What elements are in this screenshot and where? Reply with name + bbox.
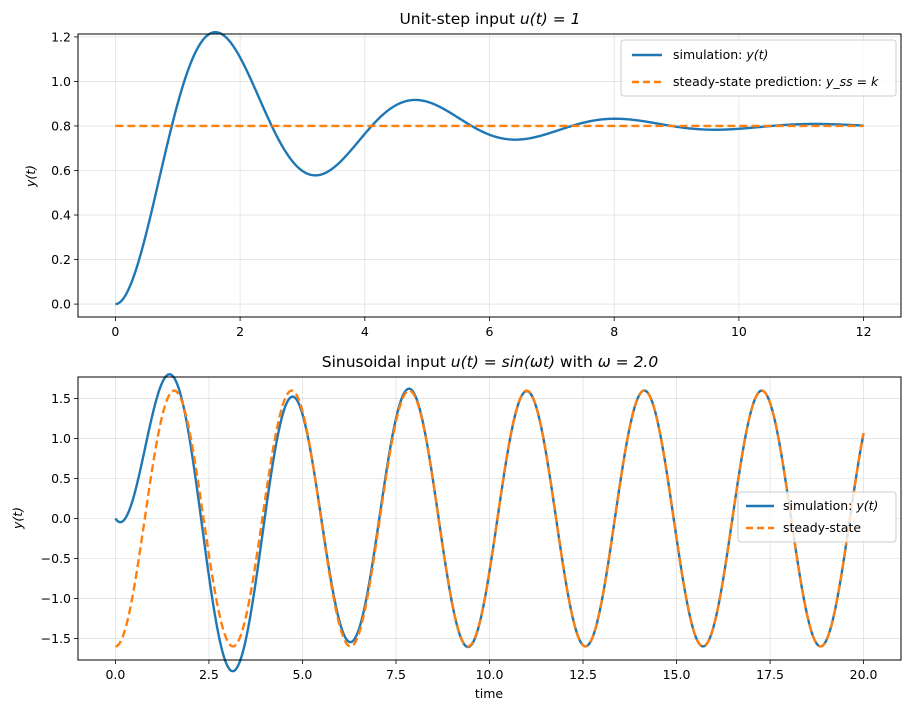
- y-tick-label: −1.5: [41, 631, 71, 646]
- y-tick-label: 0.5: [51, 471, 71, 486]
- y-tick-label: 1.2: [51, 29, 71, 44]
- x-tick-label: 10.0: [476, 667, 504, 682]
- x-tick-label: 0: [111, 324, 119, 339]
- x-axis-ticks: 0 2 4 6 8 10 12: [111, 317, 872, 339]
- x-tick-label: 4: [361, 324, 369, 339]
- plot-lines: [115, 30, 864, 306]
- legend-label-simulation: simulation: y(t): [673, 47, 768, 62]
- y-tick-label: −1.0: [41, 591, 71, 606]
- series-line-simulation: [115, 30, 864, 306]
- x-tick-label: 2.5: [199, 667, 219, 682]
- x-tick-label: 7.5: [386, 667, 406, 682]
- x-tick-label: 10: [731, 324, 747, 339]
- legend: simulation: y(t) steady-state prediction…: [620, 39, 897, 97]
- chart-title: Unit-step input u(t) = 1: [399, 10, 580, 28]
- chart-step-response: Unit-step input u(t) = 1 0 2 4 6 8 10 12 0.00.…: [23, 10, 902, 339]
- x-tick-label: 12: [856, 324, 872, 339]
- y-axis-label: y(t): [23, 165, 38, 188]
- y-tick-label: −0.5: [41, 551, 71, 566]
- y-axis-ticks: 0.0 0.2 0.4 0.6 0.8 1.0 1.2: [51, 29, 78, 312]
- plot-lines: [114, 373, 865, 673]
- x-tick-label: 8: [610, 324, 618, 339]
- y-axis-ticks: −1.5 −1.0 −0.5 0.0 0.5 1.0 1.5: [41, 391, 78, 646]
- legend-box: [737, 491, 897, 543]
- x-tick-label: 2: [236, 324, 244, 339]
- chart-sinusoidal-response: Sinusoidal input u(t) = sin(ωt) with ω =…: [10, 353, 902, 701]
- y-tick-label: 0.2: [51, 252, 71, 267]
- x-tick-label: 0.0: [105, 667, 125, 682]
- legend-box: [620, 39, 897, 97]
- x-tick-label: 6: [486, 324, 494, 339]
- x-axis-label: time: [475, 686, 504, 701]
- y-tick-label: 0.4: [51, 208, 71, 223]
- chart-title: Sinusoidal input u(t) = sin(ωt) with ω =…: [322, 353, 659, 371]
- y-tick-label: 1.0: [51, 431, 71, 446]
- x-tick-label: 20.0: [850, 667, 878, 682]
- legend: simulation: y(t) steady-state: [737, 491, 897, 543]
- y-axis-label: y(t): [10, 507, 25, 530]
- x-tick-label: 5.0: [293, 667, 313, 682]
- series-line-steady-state: [115, 389, 865, 648]
- y-tick-label: 0.6: [51, 163, 71, 178]
- x-axis-ticks: 0.0 2.5 5.0 7.5 10.0 12.5 15.0 17.5 20.0: [105, 660, 878, 682]
- legend-label-steady-state: steady-state prediction: y_ss = k: [673, 74, 879, 89]
- y-tick-label: 0.0: [51, 297, 71, 312]
- y-tick-label: 0.0: [51, 511, 71, 526]
- y-tick-label: 1.5: [51, 391, 71, 406]
- x-tick-label: 17.5: [756, 667, 784, 682]
- x-tick-label: 15.0: [663, 667, 691, 682]
- x-tick-label: 12.5: [569, 667, 597, 682]
- y-tick-label: 1.0: [51, 74, 71, 89]
- legend-label-simulation: simulation: y(t): [783, 498, 878, 513]
- legend-label-steady-state: steady-state: [783, 520, 861, 535]
- y-tick-label: 0.8: [51, 118, 71, 133]
